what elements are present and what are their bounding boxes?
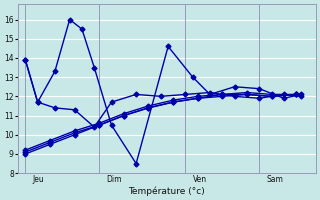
- X-axis label: Température (°c): Température (°c): [129, 186, 205, 196]
